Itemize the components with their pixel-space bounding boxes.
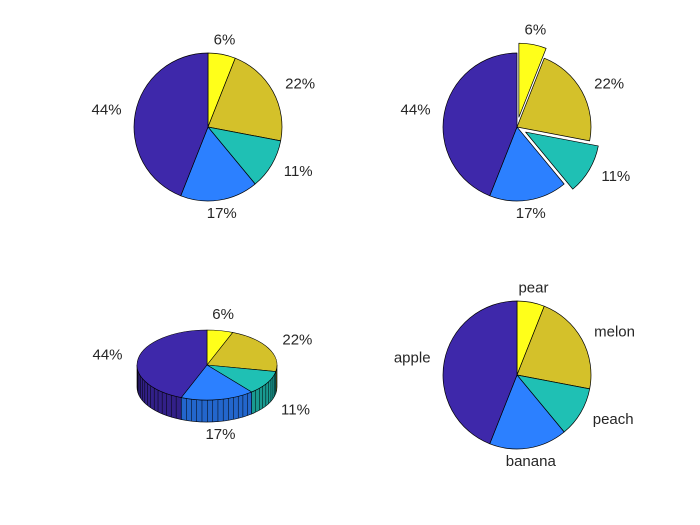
slice-label-pear: 6% <box>525 22 547 39</box>
pie-slice-melon <box>516 57 592 142</box>
slice-label-melon: melon <box>594 324 635 341</box>
slice-label-apple: apple <box>394 349 431 366</box>
slice-label-apple: 44% <box>92 346 122 363</box>
slice-label-apple: 44% <box>401 101 431 118</box>
pie3d-slice-apple <box>136 329 208 398</box>
slice-label-pear: 6% <box>214 32 236 49</box>
pie-slice-apple <box>442 52 518 197</box>
pie-slice-apple <box>133 52 209 197</box>
slice-label-pear: 6% <box>212 306 234 323</box>
pie3d-slice-banana <box>180 364 252 401</box>
pie-slice-melon <box>207 57 283 142</box>
slice-label-melon: 22% <box>594 76 624 93</box>
slice-label-melon: 22% <box>282 331 312 348</box>
slice-label-peach: 11% <box>601 168 630 185</box>
pie-slice-banana <box>180 126 256 202</box>
slice-label-banana: 17% <box>516 205 546 222</box>
slice-label-peach: 11% <box>284 163 313 180</box>
slice-label-banana: banana <box>506 453 557 470</box>
slice-label-apple: 44% <box>92 101 122 118</box>
slice-label-banana: 17% <box>207 205 237 222</box>
slice-label-peach: peach <box>593 411 634 428</box>
slice-label-banana: 17% <box>205 426 235 443</box>
pie-slice-melon <box>516 305 592 390</box>
pie-slice-pear <box>518 42 547 118</box>
pie-slice-apple <box>442 300 518 445</box>
pie-slice-banana <box>489 126 565 202</box>
pie-subplot-4: pear melon peach banana apple <box>394 280 635 470</box>
pie-subplot-2: 6% 22% 11% 17% 44% <box>401 22 631 222</box>
pie-subplot-1: 6% 22% 11% 17% 44% <box>92 32 316 222</box>
slice-label-melon: 22% <box>285 76 315 93</box>
pie-slice-banana <box>489 374 565 450</box>
pie-subplot-3: 6% 22% 11% 17% 44% <box>92 306 312 443</box>
pie3d-slice-melon <box>206 332 278 372</box>
slice-label-pear: pear <box>518 280 548 297</box>
slice-label-peach: 11% <box>281 402 310 419</box>
pie-slice-peach <box>525 131 599 190</box>
